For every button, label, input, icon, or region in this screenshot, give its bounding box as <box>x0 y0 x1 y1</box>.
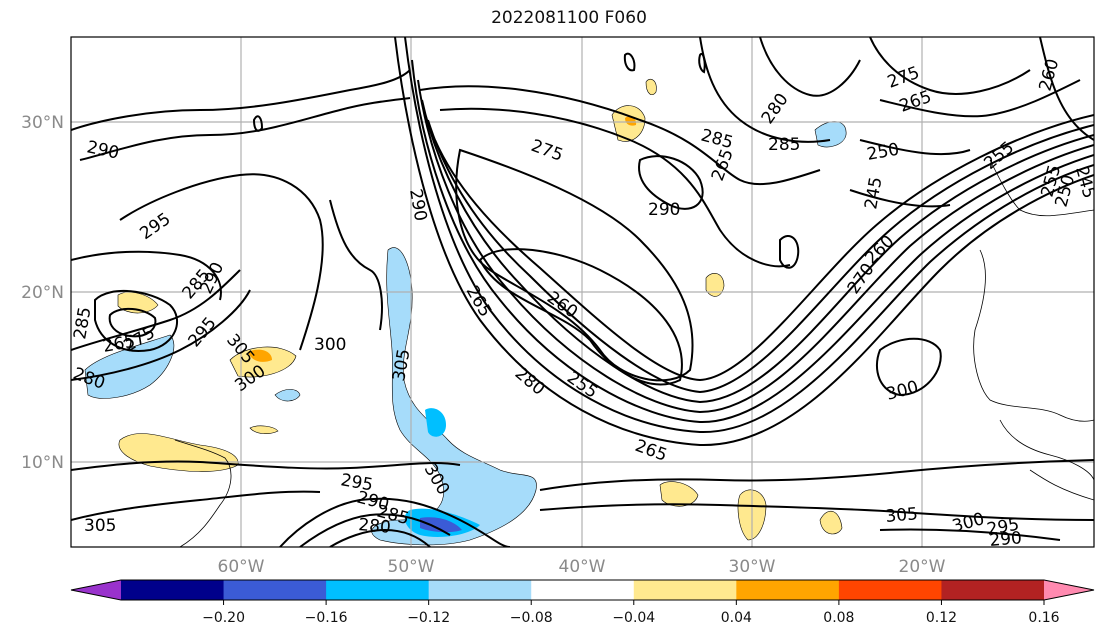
coastlines <box>174 159 1094 547</box>
contour-label: 290 <box>648 200 680 220</box>
map-frame <box>70 36 1095 548</box>
colorbar-tick-label: −0.12 <box>407 610 450 626</box>
colorbar-segment <box>326 580 430 600</box>
colorbar-segment <box>736 580 840 600</box>
map-title: 2022081100 F060 <box>491 8 647 28</box>
map-content: 290 295 285 290 285 280 265 275 295 305 … <box>71 37 1094 551</box>
shade-yellow-8 <box>705 273 725 297</box>
colorbar-segment <box>223 580 327 600</box>
colorbar-segment <box>838 580 942 600</box>
lon-label: 30°W <box>729 557 776 577</box>
colorbar-tick-label: 0.08 <box>823 610 854 626</box>
grid-lines <box>71 37 1094 547</box>
colorbar-tick-label: 0.04 <box>721 610 752 626</box>
colorbar-segment <box>941 580 1045 600</box>
shade-yellow-6 <box>819 510 843 535</box>
colorbar-extend-low <box>71 580 121 600</box>
colorbar-segment <box>531 580 635 600</box>
shade-blue-west <box>84 334 175 399</box>
shade-yellow-9 <box>645 79 657 95</box>
colorbar-segment <box>121 580 225 600</box>
lat-label: 30°N <box>21 113 64 133</box>
shade-orange-2 <box>625 116 637 126</box>
colorbar-tick-label: −0.20 <box>202 610 245 626</box>
lon-label: 60°W <box>218 557 265 577</box>
contour-label: 300 <box>314 335 346 355</box>
shade-yellow-10 <box>249 425 279 434</box>
shade-blue-small <box>274 389 301 402</box>
contour-label: 305 <box>84 516 116 536</box>
lat-label: 10°N <box>21 453 64 473</box>
contour-label: 285 <box>768 135 800 155</box>
colorbar-tick-label: −0.04 <box>612 610 655 626</box>
colorbar-tick-label: 0.12 <box>926 610 957 626</box>
contour-label: 290 <box>989 528 1023 551</box>
contour-label: 305 <box>885 504 919 527</box>
lon-labels: 60°W 50°W 40°W 30°W 20°W <box>218 557 946 577</box>
colorbar-tick-label: −0.08 <box>510 610 553 626</box>
lon-label: 50°W <box>388 557 435 577</box>
shade-blue-core <box>425 408 446 437</box>
colorbar-tick-label: 0.16 <box>1028 610 1059 626</box>
shade-yellow-1 <box>229 346 297 378</box>
shade-blue-core2 <box>420 517 462 533</box>
colorbar-extend-high <box>1044 580 1094 600</box>
colorbar-outline <box>70 579 1095 601</box>
lon-label: 40°W <box>559 557 606 577</box>
shade-orange-1 <box>248 349 272 362</box>
shade-blue-band <box>371 247 537 546</box>
lat-labels: 30°N 20°N 10°N <box>21 113 64 473</box>
colorbar-segment <box>633 580 737 600</box>
colorbar-tick-label: −0.16 <box>305 610 348 626</box>
colorbar: −0.20 −0.16 −0.12 −0.08 −0.04 0.04 0.08 0.12 0.1… <box>70 579 1095 626</box>
lon-label: 20°W <box>899 557 946 577</box>
contour-label: 280 <box>358 515 392 538</box>
colorbar-segment <box>428 580 532 600</box>
contour-lines <box>71 37 1094 547</box>
lat-label: 20°N <box>21 283 64 303</box>
